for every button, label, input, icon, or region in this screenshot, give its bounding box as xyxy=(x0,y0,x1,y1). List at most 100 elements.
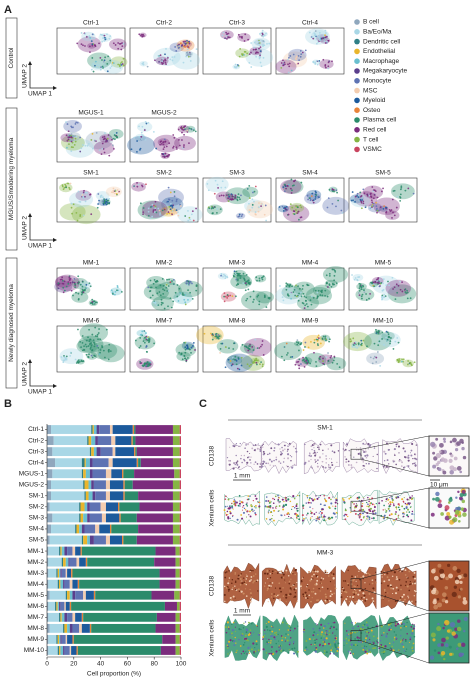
tissue-speck xyxy=(401,570,404,572)
umap-cell xyxy=(299,55,302,58)
umap-cell xyxy=(255,55,258,58)
tissue-speck xyxy=(363,451,366,453)
umap-cell xyxy=(186,280,188,283)
umap-cell xyxy=(115,132,118,134)
umap-cell xyxy=(175,146,178,149)
tissue-speck xyxy=(234,597,236,599)
umap-cell xyxy=(224,186,227,189)
zoom-cell xyxy=(459,580,463,585)
tissue-speck xyxy=(275,570,277,573)
zoom-cell xyxy=(455,647,459,650)
umap-cell xyxy=(140,135,143,138)
sample-title: MM-8 xyxy=(229,318,246,325)
tissue-speck xyxy=(404,450,407,453)
umap-cell xyxy=(257,42,260,45)
umap-cell xyxy=(358,282,361,285)
bar-segment xyxy=(47,557,49,567)
bar-segment xyxy=(174,590,180,600)
umap-texture xyxy=(76,31,128,74)
umap-cell xyxy=(305,303,308,305)
tissue-speck xyxy=(405,456,407,459)
tissue-speck xyxy=(322,577,325,580)
umap-cell xyxy=(139,147,142,150)
umap-cell xyxy=(91,37,93,40)
zoom-cell xyxy=(439,442,444,448)
tissue-speck xyxy=(409,641,411,643)
bar-segment xyxy=(138,458,141,468)
umap-cell xyxy=(369,207,372,210)
tissue-speck xyxy=(227,626,230,628)
tissue-speck xyxy=(415,444,418,446)
tissue-speck xyxy=(372,635,375,638)
tissue-speck xyxy=(365,572,368,575)
umap-cell xyxy=(305,361,308,364)
umap-cell xyxy=(139,34,142,37)
bar-segment xyxy=(48,557,62,567)
tissue-speck xyxy=(234,573,236,575)
tissue-speck xyxy=(317,634,319,636)
tissue-speck xyxy=(350,649,352,651)
tissue-speck xyxy=(415,601,417,603)
umap-cluster xyxy=(216,339,239,354)
tissue-speck xyxy=(385,500,387,502)
sample-title: Ctrl-2 xyxy=(156,20,172,27)
tissue-speck xyxy=(315,645,317,647)
umap-cell xyxy=(140,131,143,134)
tissue-speck xyxy=(330,498,332,501)
y-tick-label: MM-10 xyxy=(24,647,45,654)
bar-segment xyxy=(76,646,78,655)
tissue-speck xyxy=(369,498,371,500)
umap-cell xyxy=(154,207,157,210)
umap-cell xyxy=(227,197,229,200)
umap-cell xyxy=(374,190,377,193)
tissue-speck xyxy=(383,588,386,591)
tissue-speck xyxy=(394,592,398,595)
umap-cell xyxy=(349,338,352,341)
zoom-cell xyxy=(437,460,441,465)
bar-segment xyxy=(59,612,61,622)
bar-segment xyxy=(132,436,136,445)
umap-cell xyxy=(254,48,257,51)
umap-cell xyxy=(264,204,267,207)
tissue-speck xyxy=(355,643,357,645)
umap-cell xyxy=(161,152,163,155)
tissue-speck xyxy=(250,597,252,600)
tissue-speck xyxy=(354,589,357,592)
umap-cell xyxy=(301,288,304,290)
umap-cell xyxy=(330,354,333,357)
umap-cell xyxy=(383,343,386,346)
tissue-speck xyxy=(293,652,296,655)
umap-cell xyxy=(357,196,360,199)
umap-cell xyxy=(224,295,227,298)
umap-cell xyxy=(404,189,407,192)
bar-segment xyxy=(81,612,84,622)
bar-segment xyxy=(60,635,62,644)
tissue-speck xyxy=(270,642,272,644)
umap-cell xyxy=(214,179,217,182)
tissue-speck xyxy=(336,650,339,652)
umap-cell xyxy=(93,44,96,46)
bar-segment xyxy=(67,623,70,633)
tissue-speck xyxy=(248,649,250,652)
umap-cell xyxy=(366,194,369,197)
tissue-speck xyxy=(410,519,413,522)
umap-cell xyxy=(103,151,106,154)
bar-segment xyxy=(60,546,62,556)
tissue-speck xyxy=(318,644,321,647)
umap-cell xyxy=(179,205,182,207)
umap-cell xyxy=(171,213,174,216)
sample-title: MM-9 xyxy=(302,318,319,325)
zoom-cell xyxy=(446,563,451,568)
umap-cell xyxy=(84,343,87,346)
bar-segment xyxy=(48,635,57,644)
tissue-speck xyxy=(395,586,398,589)
tissue-speck xyxy=(383,514,386,517)
zoom-cell xyxy=(457,519,461,523)
umap-cell xyxy=(357,194,360,197)
tissue-speck xyxy=(287,574,290,577)
tissue-speck xyxy=(306,512,309,515)
umap-cell xyxy=(110,289,113,292)
tissue-speck xyxy=(233,644,236,647)
umap-cell xyxy=(220,273,223,275)
umap-cell xyxy=(251,351,254,354)
